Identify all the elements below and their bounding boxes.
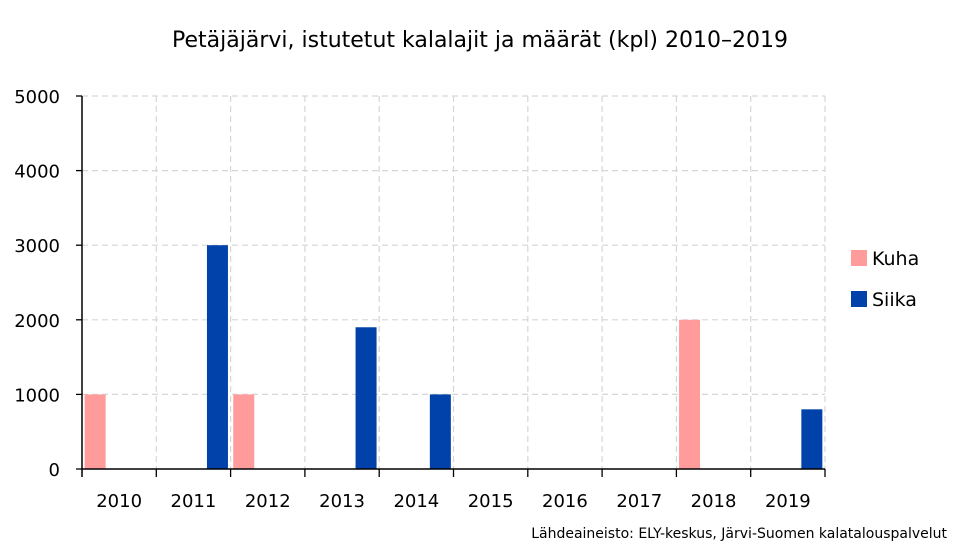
x-tick-label: 2013 (319, 491, 365, 512)
bar-kuha-2012 (233, 394, 255, 469)
x-tick-label: 2010 (96, 491, 142, 512)
axes: 0 1000 2000 3000 4000 5000 2010 2011 2012 2013 201… (14, 87, 826, 512)
bar-siika-2013 (355, 327, 377, 469)
bar-siika-2019 (801, 409, 823, 469)
x-tick-label: 2012 (245, 491, 291, 512)
y-tick-label: 0 (49, 460, 60, 481)
bar-kuha-2010 (84, 394, 106, 469)
bar-siika-2014 (429, 394, 451, 469)
legend-label-kuha: Kuha (872, 248, 919, 270)
bars (84, 245, 823, 469)
source-note: Lähdeaineisto: ELY-keskus, Järvi-Suomen … (531, 526, 947, 542)
y-tick-label: 3000 (14, 236, 60, 257)
legend: Kuha Siika (851, 248, 919, 311)
x-tick-label: 2018 (691, 491, 737, 512)
chart-title: Petäjäjärvi, istutetut kalalajit ja määr… (172, 28, 788, 53)
x-tick-label: 2017 (616, 491, 662, 512)
y-tick-label: 4000 (14, 162, 60, 183)
legend-label-siika: Siika (872, 289, 917, 311)
x-tick-label: 2019 (765, 491, 811, 512)
gridlines (82, 95, 826, 469)
y-tick-label: 1000 (14, 385, 60, 406)
bar-siika-2011 (206, 245, 228, 469)
x-tick-label: 2011 (171, 491, 217, 512)
legend-swatch-kuha (851, 250, 867, 266)
x-tick-label: 2016 (542, 491, 588, 512)
x-tick-label: 2015 (468, 491, 514, 512)
y-tick-label: 5000 (14, 87, 60, 108)
legend-swatch-siika (851, 291, 867, 307)
x-tick-label: 2014 (393, 491, 439, 512)
y-tick-label: 2000 (14, 311, 60, 332)
bar-kuha-2018 (679, 319, 701, 469)
